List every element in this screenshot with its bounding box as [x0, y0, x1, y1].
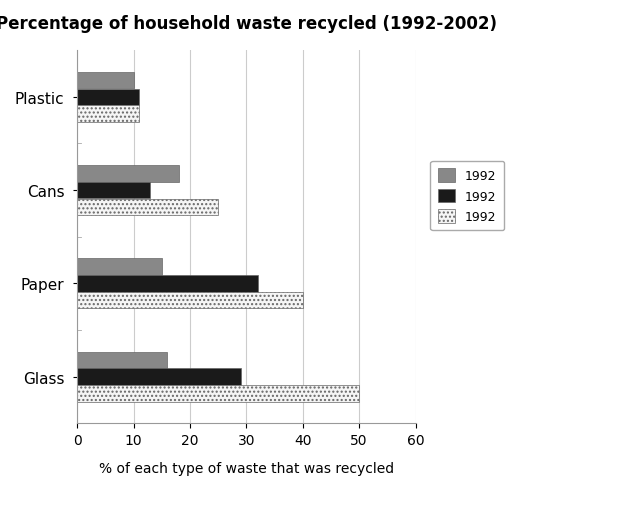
Bar — [77, 199, 218, 216]
Title: Percentage of household waste recycled (1992-2002): Percentage of household waste recycled (… — [0, 15, 497, 33]
Bar — [77, 106, 139, 123]
Bar — [77, 73, 134, 89]
Bar — [77, 89, 139, 106]
Bar — [77, 352, 168, 368]
Bar — [77, 182, 150, 199]
Bar — [77, 385, 359, 402]
Bar — [77, 259, 162, 275]
Legend: 1992, 1992, 1992: 1992, 1992, 1992 — [430, 162, 504, 231]
Bar — [77, 369, 241, 385]
Bar — [77, 166, 179, 182]
X-axis label: % of each type of waste that was recycled: % of each type of waste that was recycle… — [99, 461, 394, 475]
Bar — [77, 276, 258, 292]
Bar — [77, 292, 303, 309]
